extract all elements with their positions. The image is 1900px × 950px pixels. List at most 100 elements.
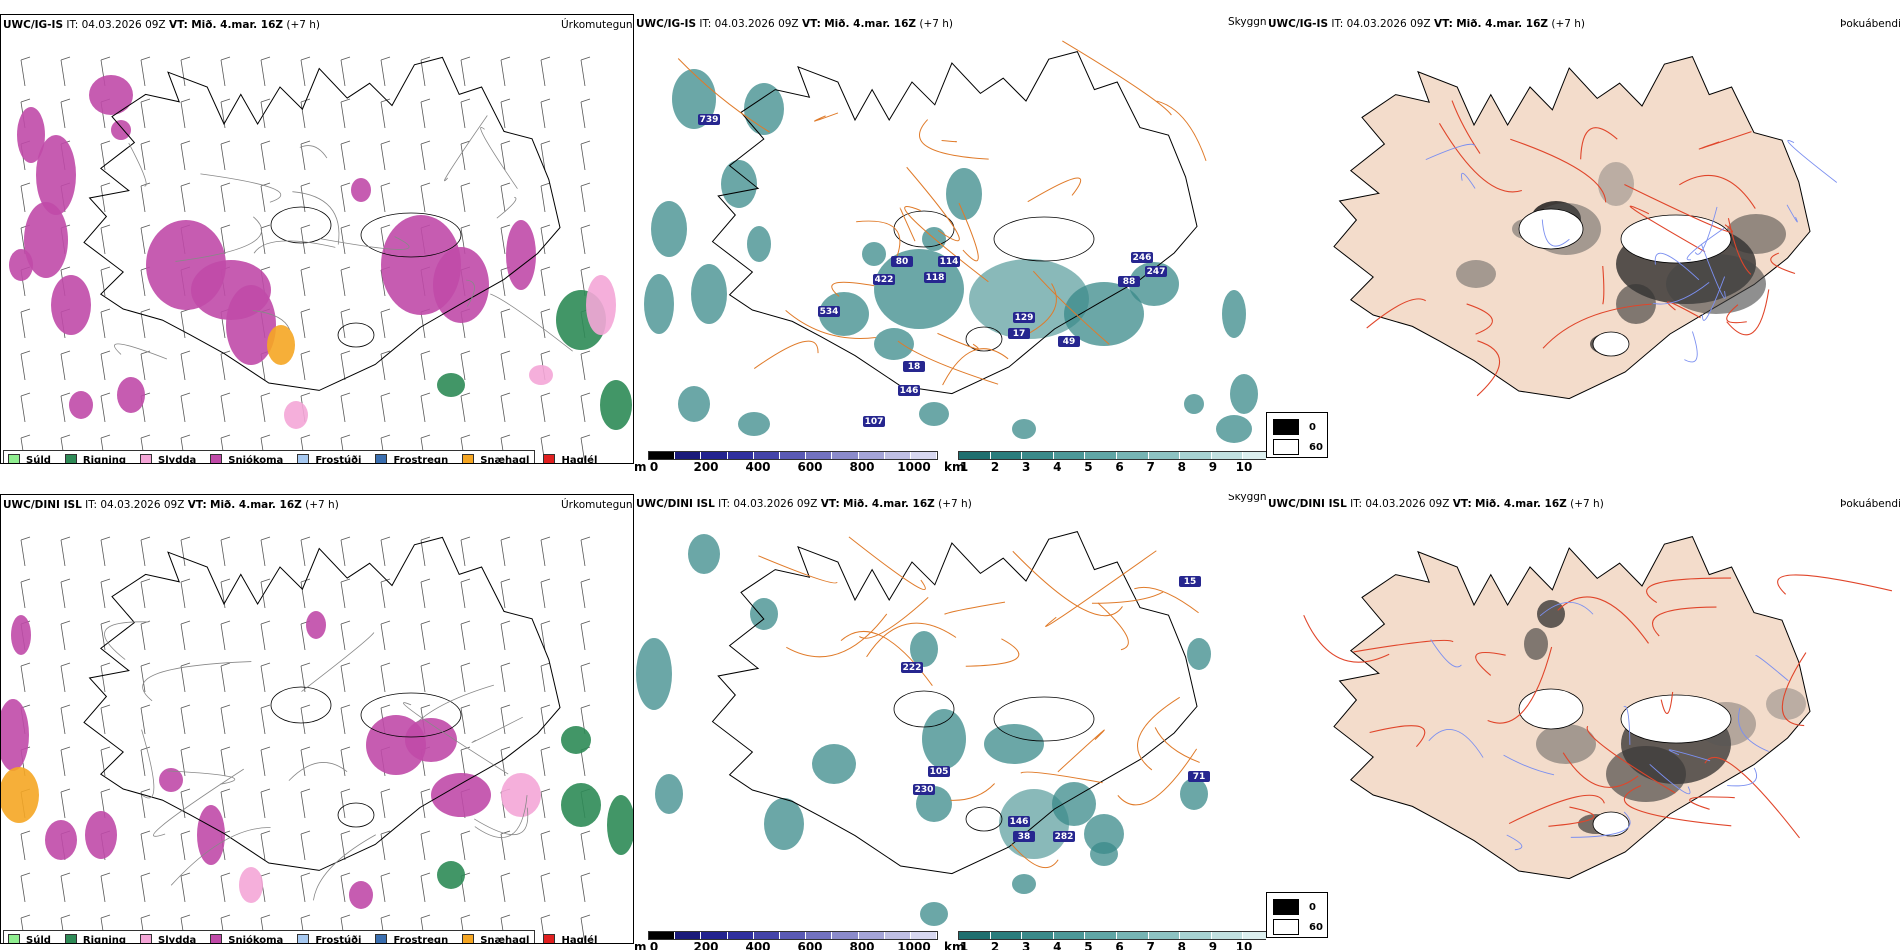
road-line [814, 112, 839, 122]
low-visibility-area [688, 534, 720, 574]
precip-area [197, 805, 225, 865]
road-line [313, 834, 376, 901]
road-line [1646, 577, 1732, 604]
map-layer: 222 105 230 146 38 282 15 71 [636, 531, 1211, 926]
wind-barb [220, 56, 231, 87]
wind-barb [300, 224, 311, 255]
road-line [1557, 596, 1649, 644]
lead-time: (+7 h) [286, 19, 321, 31]
wind-barb [580, 872, 591, 903]
legend-item: Súld [8, 454, 51, 463]
low-visibility-area [969, 259, 1089, 339]
road-line [1704, 756, 1800, 839]
precip-area [349, 881, 373, 909]
wind-barb [180, 578, 191, 609]
colorbar-cell [806, 452, 833, 459]
precip-area [69, 391, 93, 419]
road-line [1679, 174, 1756, 209]
wind-barb [100, 578, 111, 609]
road-line [1303, 614, 1390, 663]
wind-barb [180, 182, 191, 213]
colorbar-tick: 5 [1084, 460, 1093, 474]
road-line [292, 191, 340, 245]
colorbar-cell [990, 452, 1023, 459]
wind-barb [540, 98, 551, 129]
wind-barb [340, 98, 351, 129]
wind-barb [180, 536, 191, 567]
colorbar-cell [727, 932, 754, 939]
low-visibility-area [819, 292, 869, 336]
fog-index-area [1524, 628, 1548, 660]
wind-barb [380, 140, 391, 171]
wind-barb [580, 830, 591, 861]
svg-text:80: 80 [896, 257, 909, 267]
wind-barb [340, 578, 351, 609]
legend-swatch [297, 934, 310, 943]
wind-barb [420, 830, 431, 861]
wind-barb [180, 392, 191, 423]
road-line [1476, 340, 1501, 397]
wind-barb [540, 788, 551, 819]
fog-index-area [1537, 600, 1565, 628]
river-line [1654, 252, 1700, 281]
wind-barb [420, 788, 431, 819]
colorbar-strip [648, 931, 938, 940]
wind-barb [20, 872, 31, 903]
low-visibility-area [750, 598, 778, 630]
panel-header: UWC/IG-IS IT: 04.03.2026 09Z VT: Mið. 4.… [636, 18, 953, 30]
ceiling-colorbar: m 0 200 400 600 800 1000 [634, 931, 938, 950]
colorbar-cell [675, 932, 702, 939]
legend-swatch [8, 454, 20, 463]
fog-legend-value: 0 [1309, 421, 1316, 433]
svg-text:282: 282 [1055, 832, 1074, 842]
legend-swatch [64, 454, 77, 463]
low-visibility-area [1064, 282, 1144, 346]
wind-barb [500, 224, 511, 255]
svg-text:17: 17 [1013, 329, 1026, 339]
low-visibility-area [1012, 874, 1036, 894]
wind-barb [140, 746, 151, 777]
legend-item: Snjókoma [210, 934, 283, 943]
wind-barb [180, 830, 191, 861]
wind-barb [300, 98, 311, 129]
road-line [897, 340, 999, 385]
fog-legend-bottom: 0 60 [1266, 892, 1328, 938]
colorbar-tick: 2 [990, 940, 1000, 950]
road-line [253, 240, 336, 254]
road-line [299, 145, 328, 159]
wind-barb [500, 704, 511, 735]
river-line [1702, 276, 1726, 321]
low-visibility-area [1184, 394, 1204, 414]
wind-barb [460, 746, 471, 777]
wind-barb [300, 350, 311, 381]
wind-barb [420, 98, 431, 129]
wind-barb [500, 620, 511, 651]
wind-barb [20, 308, 31, 339]
wind-barb [300, 788, 311, 819]
river-line [1694, 206, 1718, 255]
low-visibility-area [747, 226, 771, 262]
low-visibility-area [1222, 290, 1246, 338]
river-line [1686, 227, 1725, 261]
wind-barb [540, 224, 551, 255]
wind-barb [420, 620, 431, 651]
wind-barb [300, 578, 311, 609]
low-visibility-area [651, 201, 687, 257]
glacier-outline [993, 216, 1095, 262]
wind-barb [460, 350, 471, 381]
road-line [1057, 729, 1105, 773]
model-name: UWC/DINI ISL [1268, 498, 1347, 510]
it-label: IT: [1331, 18, 1344, 30]
road-line [480, 127, 518, 189]
svg-text:222: 222 [903, 663, 922, 673]
wind-barb [340, 56, 351, 87]
wind-barb [500, 746, 511, 777]
low-visibility-area [946, 168, 982, 220]
wind-barb [340, 224, 351, 255]
wind-barb [180, 620, 191, 651]
precip-area [506, 220, 536, 290]
road-line [1062, 40, 1172, 116]
wind-barb [140, 872, 151, 903]
wind-barb [460, 98, 471, 129]
low-visibility-area [812, 744, 856, 784]
